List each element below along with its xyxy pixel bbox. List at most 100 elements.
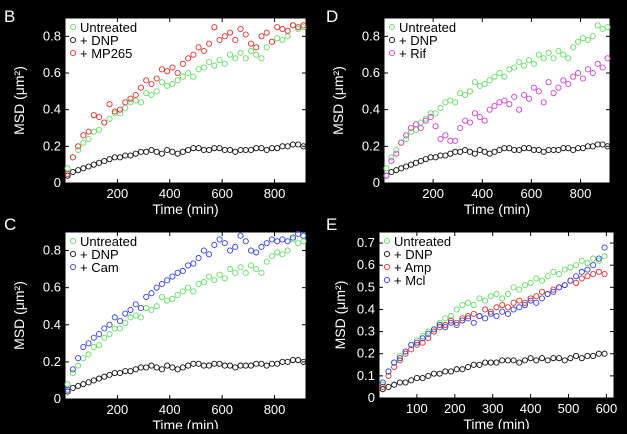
data-point (237, 264, 244, 271)
data-point (379, 381, 386, 388)
data-point (499, 295, 506, 302)
data-point (466, 119, 474, 126)
data-point (550, 355, 557, 362)
data-point (263, 29, 270, 36)
data-point (550, 90, 557, 97)
data-point (493, 359, 500, 366)
data-point (226, 29, 234, 36)
y-tick-label: 0.8 (43, 243, 61, 258)
data-point (106, 115, 113, 122)
data-point (575, 69, 582, 77)
data-point (132, 366, 139, 373)
data-point (101, 157, 108, 165)
data-point (471, 79, 478, 86)
data-point (555, 271, 563, 278)
data-point (584, 259, 591, 267)
data-point (96, 331, 103, 338)
panel-label: E (326, 215, 337, 234)
y-axis-label: MSD (μm²) (11, 66, 27, 135)
data-point (487, 359, 494, 366)
data-point (538, 355, 546, 362)
legend: Untreated+ DNP+ Cam (69, 234, 137, 275)
data-point (179, 364, 186, 371)
data-point (137, 305, 145, 312)
data-point (604, 24, 611, 31)
data-point (179, 148, 186, 155)
data-point (561, 357, 568, 364)
data-point (226, 51, 234, 58)
data-point (430, 328, 438, 335)
data-point (274, 145, 281, 152)
data-point (247, 47, 255, 55)
data-point (101, 334, 108, 341)
series-0 (379, 253, 608, 388)
data-point (590, 262, 597, 269)
data-point (578, 275, 585, 282)
data-point (491, 102, 498, 110)
data-point (284, 238, 291, 245)
series-2 (64, 22, 307, 177)
data-point (432, 110, 439, 117)
x-axis-label: Time (min) (463, 416, 529, 429)
data-point (274, 24, 281, 31)
data-point (247, 146, 255, 154)
data-point (403, 132, 410, 139)
x-tick-label: 800 (264, 402, 286, 417)
data-point (216, 145, 223, 152)
data-point (253, 51, 260, 58)
y-tick-label: 0.8 (43, 28, 61, 43)
data-point (476, 361, 483, 368)
data-point (573, 352, 580, 359)
data-point (393, 150, 400, 157)
data-point (465, 363, 472, 371)
data-point (530, 60, 537, 67)
data-point (413, 375, 420, 382)
data-point (232, 269, 239, 276)
data-point (601, 350, 608, 357)
data-point (90, 334, 97, 341)
data-point (284, 358, 291, 365)
data-point (263, 44, 270, 51)
data-point (80, 343, 87, 351)
legend-marker (388, 49, 396, 57)
data-point (75, 355, 82, 362)
data-point (511, 93, 518, 100)
legend-marker (69, 237, 77, 245)
data-point (164, 146, 171, 154)
data-point (555, 47, 562, 55)
data-point (550, 55, 557, 62)
data-point (396, 379, 403, 386)
panel-label: D (326, 7, 338, 26)
data-point (453, 306, 460, 313)
data-point (413, 337, 420, 344)
data-point (206, 362, 213, 369)
data-point (279, 25, 286, 33)
panel-label: B (4, 7, 15, 26)
data-point (521, 299, 528, 306)
y-tick-label: 0.1 (357, 368, 375, 383)
data-point (408, 346, 415, 353)
data-point (550, 268, 557, 275)
data-point (206, 146, 213, 154)
data-point (101, 325, 108, 332)
data-point (158, 366, 165, 373)
data-point (69, 154, 76, 161)
data-point (408, 341, 415, 348)
data-point (158, 280, 165, 288)
data-point (253, 44, 260, 51)
y-tick-label: 0.5 (357, 279, 375, 294)
x-axis-label: Time (min) (152, 417, 218, 429)
data-point (379, 379, 386, 386)
legend-marker (69, 263, 77, 271)
data-point (578, 268, 585, 275)
data-point (385, 368, 392, 375)
legend-marker (69, 36, 77, 44)
x-tick-label: 500 (558, 401, 580, 416)
data-point (232, 243, 239, 250)
data-point (69, 369, 76, 377)
data-point (258, 360, 265, 367)
data-point (453, 321, 460, 329)
data-point (96, 375, 103, 382)
data-point (216, 57, 223, 64)
data-point (487, 293, 494, 300)
